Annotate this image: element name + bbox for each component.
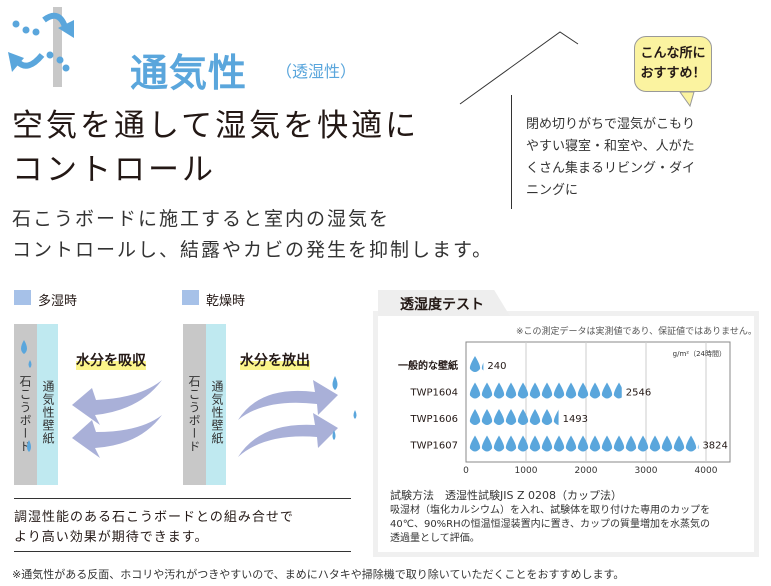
divider [14,551,351,552]
footnote: ※通気性がある反面、ホコリや汚れがつきやすいので、まめにハタキや掃除機で取り除い… [12,568,625,581]
bar [469,435,699,452]
x-tick-label: 2000 [575,466,598,476]
bar [469,356,484,372]
wallpaper-label: 通気性壁紙 [41,380,55,445]
board-label: 石こうボード [18,375,32,453]
water-drop-icon [481,435,493,452]
water-drop-icon [589,382,601,399]
humid-label: 多湿時 [38,294,78,309]
value-label: 2546 [626,388,651,399]
water-drop-icon [517,382,529,399]
water-drop-icon [601,382,613,399]
wallpaper [37,324,58,485]
permeability-chart: 0 1000 2000 3000 4000 g/m²（24時間） 一般的な壁紙 240 TWP1… [398,341,731,476]
water-drop-icon [529,382,541,399]
summary-text: 調湿性能のある石こうボードとの組み合せで より高い効果が期待できます。 [14,510,294,545]
water-drop-icon [505,382,517,399]
wallpaper [206,324,226,485]
water-drop-icon [469,435,481,452]
board-label: 石こうボード [187,375,201,453]
divider [14,498,351,499]
water-drop-icon [553,409,559,425]
water-drop-icon [565,382,577,399]
airflow-arrows [21,340,357,458]
unit-label: g/m²（24時間） [673,350,726,358]
water-drop-icon [469,356,481,372]
water-drop-icon [481,362,484,371]
legend-square [182,290,199,305]
breathability-icon [8,7,695,108]
water-drop-icon [577,435,589,452]
water-drop-icon [553,382,565,399]
water-drop-icon [517,435,529,452]
water-drop-icon [469,382,481,399]
value-label: 1493 [563,414,588,425]
method-title: 試験方法 透湿性試験JIS Z 0208（カップ法） [390,489,622,502]
recommend-bubble: こんな所に おすすめ！ [634,36,712,92]
water-drop-icon [505,409,517,425]
water-drop-icon [685,435,697,452]
lead-text: 石こうボードに施工すると室内の湿気を コントロールし、結露やカビの発生を抑制します… [12,208,494,261]
x-tick-label: 1000 [515,466,538,476]
test-tab: 透湿度テスト [378,290,510,316]
water-drop-icon [481,409,493,425]
water-drop-icon [481,382,493,399]
water-drop-icon [697,444,699,449]
water-drop-icon [613,382,622,399]
water-drop-icon [649,435,661,452]
water-drop-icon [541,435,553,452]
x-tick-label: 0 [463,466,469,476]
bar [469,409,559,425]
water-drop-icon [637,435,649,452]
category-label: TWP1604 [410,388,458,399]
x-tick-label: 3000 [635,466,658,476]
recommend-text: 閉め切りがちで湿気がこもりやすい寝室・和室や、人がたくさん集まるリビング・ダイニ… [526,117,696,198]
section-title: 通気性 [130,51,248,95]
water-drop-icon [529,409,541,425]
water-drop-icon [541,409,553,425]
water-drop-icon [505,435,517,452]
water-drop-icon [673,435,685,452]
test-card [378,316,754,552]
bar [469,382,622,399]
water-drop-icon [469,409,481,425]
disclaimer: ※この測定データは実測値であり、保証値ではありません。 [516,327,757,337]
water-drop-icon [589,435,601,452]
headline: 空気を通して湿気を快適に コントロール [12,108,420,188]
water-drop-icon [565,435,577,452]
water-drop-icon [661,435,673,452]
water-drop-icon [541,382,553,399]
legend-square [14,290,31,305]
water-drop-icon [493,409,505,425]
x-tick-label: 4000 [695,466,718,476]
gypsum-board [183,324,206,485]
water-drop-icon [577,382,589,399]
method-text: 吸湿材（塩化カルシウム）を入れ、試験体を取り付けた専用のカップを 40℃、90%R… [390,505,711,544]
dry-label: 乾燥時 [206,294,246,309]
release-label: 水分を放出 [240,350,310,370]
plot-frame [465,341,731,463]
value-label: 240 [487,361,506,372]
section-subtitle: （透湿性） [276,62,357,81]
water-drop-icon [493,382,505,399]
divider [511,95,512,209]
wallpaper-label: 通気性壁紙 [210,380,224,445]
category-label: TWP1607 [410,441,458,452]
water-drop-icon [517,409,529,425]
category-label: 一般的な壁紙 [398,359,458,372]
water-drop-icon [493,435,505,452]
category-label: TWP1606 [410,414,458,425]
absorb-label: 水分を吸収 [76,350,146,370]
water-drop-icon [613,435,625,452]
water-drop-icon [553,435,565,452]
water-drop-icon [529,435,541,452]
water-drop-icon [601,435,613,452]
value-label: 3824 [702,441,727,452]
water-drop-icon [625,435,637,452]
